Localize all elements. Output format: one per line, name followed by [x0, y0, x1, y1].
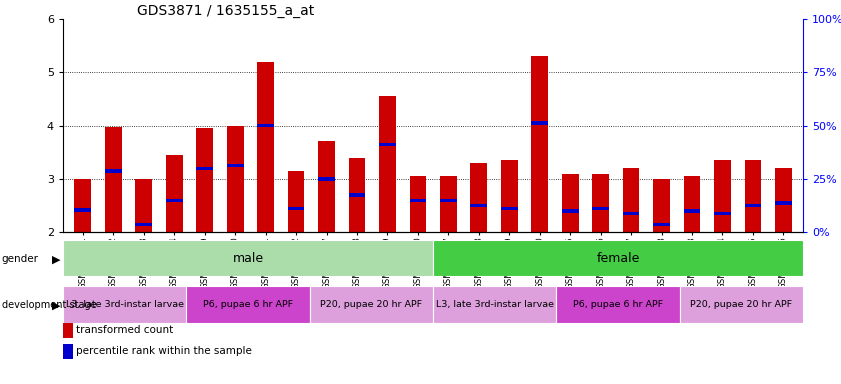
- Bar: [684, 176, 701, 232]
- Bar: [532, 56, 548, 232]
- Bar: [166, 199, 182, 202]
- Bar: [105, 127, 122, 232]
- Text: ▶: ▶: [52, 254, 61, 264]
- Bar: [433, 286, 557, 323]
- Bar: [227, 126, 244, 232]
- Bar: [318, 177, 335, 180]
- Bar: [63, 286, 187, 323]
- Bar: [75, 179, 91, 232]
- Text: development stage: development stage: [2, 300, 97, 310]
- Bar: [410, 176, 426, 232]
- Bar: [622, 169, 639, 232]
- Bar: [684, 209, 701, 213]
- Bar: [562, 174, 579, 232]
- Bar: [309, 286, 433, 323]
- Text: female: female: [596, 252, 640, 265]
- Bar: [288, 171, 304, 232]
- Bar: [75, 209, 91, 212]
- Bar: [622, 212, 639, 215]
- Bar: [135, 223, 152, 226]
- Bar: [196, 128, 213, 232]
- Bar: [557, 286, 680, 323]
- Bar: [501, 161, 517, 232]
- Bar: [349, 194, 365, 197]
- Text: P6, pupae 6 hr APF: P6, pupae 6 hr APF: [203, 300, 294, 309]
- Bar: [470, 204, 487, 207]
- Text: percentile rank within the sample: percentile rank within the sample: [76, 346, 251, 356]
- Bar: [592, 174, 609, 232]
- Bar: [63, 240, 433, 276]
- Bar: [227, 164, 244, 167]
- Bar: [288, 207, 304, 210]
- Bar: [714, 212, 731, 215]
- Bar: [318, 141, 335, 232]
- Bar: [410, 199, 426, 202]
- Text: P6, pupae 6 hr APF: P6, pupae 6 hr APF: [573, 300, 664, 309]
- Bar: [501, 207, 517, 210]
- Bar: [105, 169, 122, 173]
- Text: transformed count: transformed count: [76, 325, 173, 335]
- Bar: [714, 161, 731, 232]
- Text: P20, pupae 20 hr APF: P20, pupae 20 hr APF: [690, 300, 792, 309]
- Bar: [379, 96, 396, 232]
- Bar: [470, 163, 487, 232]
- Bar: [440, 199, 457, 202]
- Bar: [433, 240, 803, 276]
- Bar: [775, 202, 791, 205]
- Text: L3, late 3rd-instar larvae: L3, late 3rd-instar larvae: [436, 300, 553, 309]
- Bar: [653, 223, 670, 226]
- Text: ▶: ▶: [52, 300, 61, 310]
- Bar: [775, 169, 791, 232]
- Bar: [379, 143, 396, 146]
- Bar: [257, 124, 274, 127]
- Bar: [592, 207, 609, 210]
- Bar: [680, 286, 803, 323]
- Bar: [532, 121, 548, 125]
- Text: L3, late 3rd-instar larvae: L3, late 3rd-instar larvae: [66, 300, 183, 309]
- Bar: [744, 161, 761, 232]
- Bar: [257, 62, 274, 232]
- Bar: [349, 158, 365, 232]
- Bar: [440, 176, 457, 232]
- Text: male: male: [232, 252, 264, 265]
- Bar: [196, 167, 213, 170]
- Bar: [135, 179, 152, 232]
- Bar: [187, 286, 309, 323]
- Bar: [653, 179, 670, 232]
- Bar: [744, 204, 761, 207]
- Text: GDS3871 / 1635155_a_at: GDS3871 / 1635155_a_at: [137, 4, 315, 18]
- Text: gender: gender: [2, 254, 39, 264]
- Bar: [562, 209, 579, 213]
- Text: P20, pupae 20 hr APF: P20, pupae 20 hr APF: [320, 300, 422, 309]
- Bar: [166, 155, 182, 232]
